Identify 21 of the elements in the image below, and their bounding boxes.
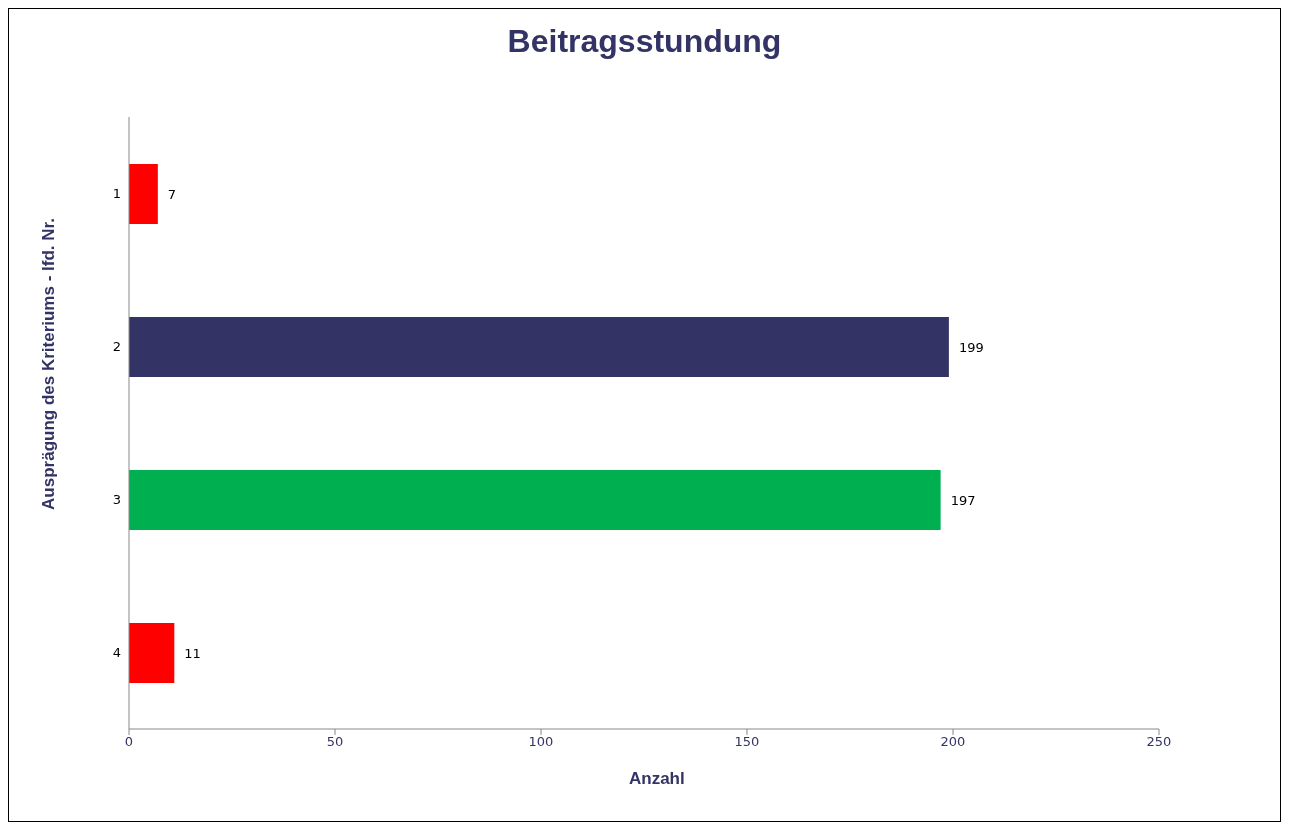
bar [129, 164, 158, 224]
data-label: 199 [958, 339, 984, 355]
data-label: 7 [167, 186, 177, 202]
x-tick-label: 200 [940, 734, 966, 750]
y-axis-title: Ausprägung des Kriteriums - lfd. Nr. [39, 218, 59, 510]
y-tick-label: 2 [112, 339, 121, 355]
data-label: 11 [184, 645, 201, 661]
bar [129, 470, 941, 530]
y-tick-label: 1 [112, 186, 121, 202]
bar [129, 317, 949, 377]
x-tick-label: 50 [326, 734, 344, 750]
x-tick-label: 150 [734, 734, 760, 750]
x-tick-label: 250 [1146, 734, 1172, 750]
x-tick-label: 100 [528, 734, 554, 750]
x-axis-title: Anzahl [629, 769, 685, 789]
data-label: 197 [950, 492, 976, 508]
x-tick-label: 0 [124, 734, 134, 750]
y-tick-label: 4 [112, 645, 121, 661]
bar [129, 623, 175, 683]
y-tick-label: 3 [112, 492, 121, 508]
chart-title: Beitragsstundung [506, 23, 783, 60]
